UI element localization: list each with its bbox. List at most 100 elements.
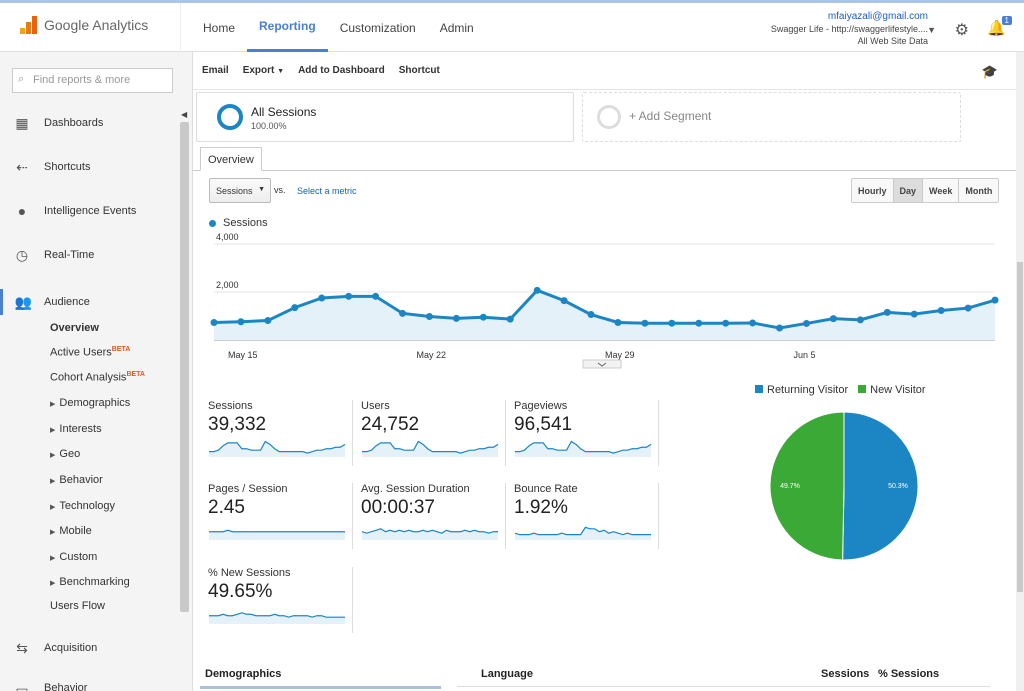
data-point bbox=[506, 315, 514, 323]
sparkline-line bbox=[209, 529, 345, 533]
sub-custom[interactable]: ▶ Custom bbox=[50, 551, 97, 563]
x-tick-label: May 29 bbox=[605, 350, 635, 360]
sub-label: Geo bbox=[59, 448, 81, 460]
sessions-chart[interactable]: 2,000 4,000 May 15 May 22 May 29 Jun 5 bbox=[193, 232, 1013, 372]
sidebar-item-label: Intelligence Events bbox=[44, 205, 137, 217]
data-point bbox=[856, 316, 864, 324]
sub-technology[interactable]: ▶ Technology bbox=[50, 500, 115, 512]
sub-mobile[interactable]: ▶ Mobile bbox=[50, 525, 92, 537]
metric-select[interactable]: Sessions ▼ bbox=[209, 178, 271, 203]
nav-home[interactable]: Home bbox=[203, 21, 236, 35]
account-caret-icon[interactable]: ▼ bbox=[927, 25, 936, 35]
returning-swatch bbox=[755, 385, 763, 393]
data-point bbox=[237, 318, 245, 326]
sparkline bbox=[209, 529, 345, 540]
metric-label: Bounce Rate bbox=[514, 483, 578, 495]
sub-users-flow[interactable]: Users Flow bbox=[50, 600, 106, 612]
hourly-button[interactable]: Hourly bbox=[852, 179, 894, 202]
legend-new-visitor[interactable]: New Visitor bbox=[858, 384, 926, 396]
data-point bbox=[533, 286, 541, 294]
expand-triangle-icon: ▶ bbox=[50, 427, 56, 434]
sidebar-item-dashboards[interactable]: ▦ Dashboards bbox=[0, 113, 178, 133]
sparkline-line bbox=[209, 612, 345, 618]
sparkline-area bbox=[515, 441, 651, 457]
metric-value: 1.92% bbox=[514, 497, 568, 518]
legend-returning-visitor[interactable]: Returning Visitor bbox=[755, 384, 848, 396]
sub-cohort-analysis[interactable]: Cohort AnalysisBETA bbox=[50, 371, 145, 384]
metric-value: 96,541 bbox=[514, 414, 573, 435]
metric-pages-per-session[interactable]: Pages / Session 2.45 bbox=[208, 483, 353, 549]
add-to-dashboard-button[interactable]: Add to Dashboard bbox=[298, 65, 385, 76]
pie-legend: Returning Visitor New Visitor bbox=[755, 384, 926, 396]
sub-active-users[interactable]: Active UsersBETA bbox=[50, 346, 130, 359]
sidebar-item-realtime[interactable]: ◷ Real-Time bbox=[0, 245, 178, 265]
day-button[interactable]: Day bbox=[893, 179, 924, 202]
sessions-legend-dot bbox=[209, 220, 216, 227]
add-segment[interactable]: + Add Segment bbox=[582, 92, 961, 142]
report-toolbar: Email Export ▼ Add to Dashboard Shortcut… bbox=[193, 52, 1016, 90]
sparkline-line bbox=[514, 526, 651, 536]
metric-new-sessions[interactable]: % New Sessions 49.65% bbox=[208, 567, 353, 633]
data-point bbox=[425, 312, 433, 320]
sub-demographics[interactable]: ▶ Demographics bbox=[50, 397, 130, 409]
select-metric-link[interactable]: Select a metric bbox=[297, 186, 357, 196]
sub-interests[interactable]: ▶ Interests bbox=[50, 423, 102, 435]
segment-all-sessions[interactable]: All Sessions 100.00% bbox=[196, 92, 574, 142]
gear-icon[interactable]: ⚙ bbox=[954, 22, 969, 39]
sidebar-item-audience[interactable]: 👥 Audience bbox=[0, 289, 178, 315]
sidebar-item-intelligence[interactable]: ● Intelligence Events bbox=[0, 201, 178, 221]
nav-admin[interactable]: Admin bbox=[439, 21, 474, 35]
notification-badge: 1 bbox=[1001, 16, 1012, 25]
metric-bounce-rate[interactable]: Bounce Rate 1.92% bbox=[514, 483, 659, 549]
metric-select-value: Sessions bbox=[216, 186, 253, 196]
collapse-sidebar-icon[interactable]: ◀ bbox=[181, 110, 188, 119]
google-analytics-logo[interactable]: Google Analytics bbox=[20, 16, 148, 34]
sidebar-item-shortcuts[interactable]: ⇠ Shortcuts bbox=[0, 157, 178, 177]
email-button[interactable]: Email bbox=[202, 65, 229, 76]
graduation-cap-icon[interactable]: 🎓 bbox=[981, 64, 998, 79]
sparkline bbox=[361, 528, 498, 540]
x-tick-label: Jun 5 bbox=[794, 350, 816, 360]
metric-avg-session-duration[interactable]: Avg. Session Duration 00:00:37 bbox=[361, 483, 506, 549]
metric-users[interactable]: Users 24,752 bbox=[361, 400, 506, 466]
sidebar-item-label: Shortcuts bbox=[44, 161, 91, 173]
data-point bbox=[937, 306, 945, 314]
metric-sessions[interactable]: Sessions 39,332 bbox=[208, 400, 353, 466]
account-selector[interactable]: mfaiyazali@gmail.com Swagger Life - http… bbox=[771, 11, 928, 47]
data-point bbox=[802, 319, 810, 327]
tab-overview[interactable]: Overview bbox=[200, 147, 262, 171]
data-point bbox=[614, 318, 622, 326]
shortcut-button[interactable]: Shortcut bbox=[398, 65, 440, 76]
sub-overview[interactable]: Overview bbox=[50, 322, 99, 334]
expand-triangle-icon: ▶ bbox=[50, 452, 56, 459]
sparkline-area bbox=[209, 441, 345, 457]
add-segment-ring-icon bbox=[597, 105, 621, 129]
metric-label: % New Sessions bbox=[208, 567, 291, 579]
sparkline bbox=[209, 612, 345, 624]
sessions-column-header: Sessions bbox=[821, 668, 870, 680]
metric-label: Avg. Session Duration bbox=[361, 483, 470, 495]
sidebar-item-acquisition[interactable]: ⇆ Acquisition bbox=[0, 638, 178, 658]
export-button[interactable]: Export ▼ bbox=[243, 65, 284, 76]
data-point bbox=[587, 311, 595, 319]
pie-slice-returning-visitor bbox=[842, 411, 919, 561]
sidebar-scrollbar[interactable] bbox=[180, 122, 189, 612]
month-button[interactable]: Month bbox=[959, 179, 999, 202]
sub-geo[interactable]: ▶ Geo bbox=[50, 448, 80, 460]
sub-behavior[interactable]: ▶ Behavior bbox=[50, 474, 103, 486]
nav-reporting[interactable]: Reporting bbox=[247, 3, 328, 52]
sub-benchmarking[interactable]: ▶ Benchmarking bbox=[50, 576, 130, 588]
week-button[interactable]: Week bbox=[923, 179, 960, 202]
nav-customization[interactable]: Customization bbox=[339, 21, 416, 35]
scroll-thumb[interactable] bbox=[1017, 262, 1023, 592]
bell-icon[interactable]: 🔔 bbox=[987, 20, 1006, 37]
sidebar-item-behavior[interactable]: ▭ Behavior bbox=[0, 682, 178, 691]
top-bar: Google Analytics Home Reporting Customiz… bbox=[0, 0, 1024, 52]
data-point bbox=[345, 292, 353, 300]
main-scrollbar[interactable] bbox=[1016, 52, 1024, 691]
metric-pageviews[interactable]: Pageviews 96,541 bbox=[514, 400, 659, 466]
account-email: mfaiyazali@gmail.com bbox=[827, 11, 928, 22]
visitor-pie-chart[interactable]: 50.3% 49.7% bbox=[768, 410, 920, 562]
search-input[interactable]: Find reports & more bbox=[12, 68, 173, 93]
data-point bbox=[668, 319, 676, 327]
